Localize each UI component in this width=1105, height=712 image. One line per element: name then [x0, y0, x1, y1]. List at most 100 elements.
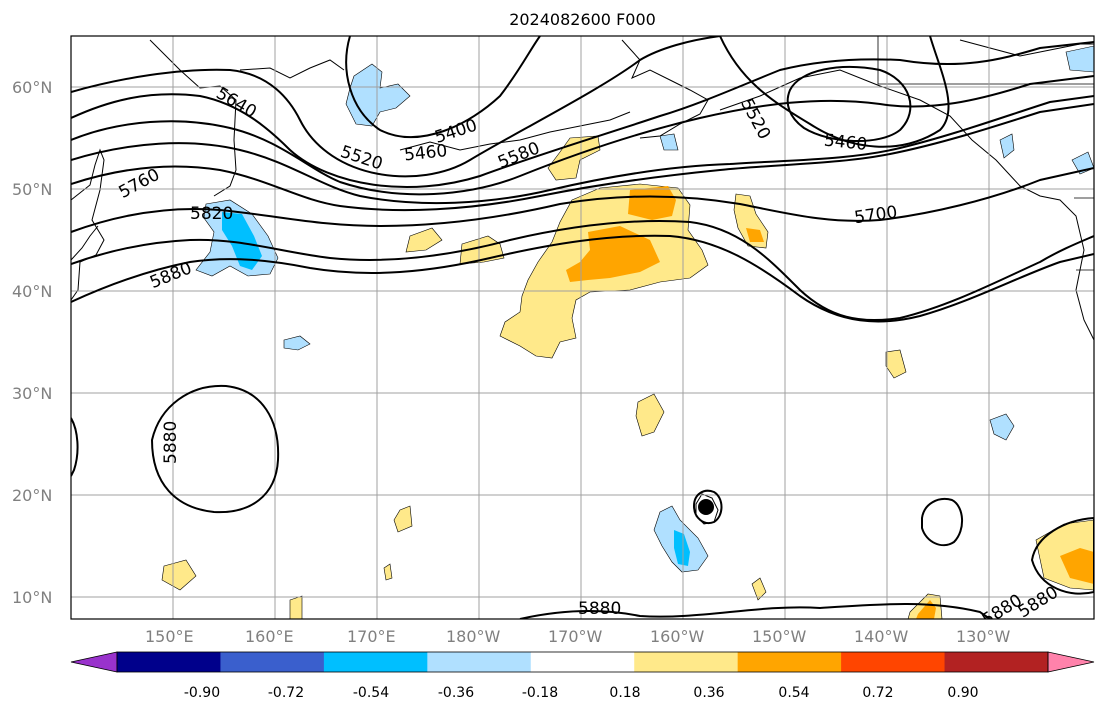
- shade-region-small-a: [283, 335, 311, 351]
- colorbar-label-n054: -0.54: [353, 685, 389, 701]
- colorbar-label-p054: 0.54: [778, 685, 809, 701]
- coastline-kamchatka: [149, 39, 237, 197]
- shade-region-tropic-e-core: [1060, 548, 1094, 584]
- colorbar-label-p072: 0.72: [862, 685, 893, 701]
- contour-5820: [71, 167, 1094, 233]
- lon-tick-160e: 160°E: [245, 627, 294, 646]
- colorbar-label-n090: -0.90: [184, 685, 220, 701]
- shade-region-tropic-c: [751, 577, 767, 601]
- colorbar-segment: [634, 652, 739, 672]
- contour-east-ring: [921, 498, 963, 547]
- lon-tick-150e: 150°E: [145, 627, 194, 646]
- shade-region-tropic-d: [383, 563, 393, 581]
- coastline-alaska-west: [621, 39, 709, 139]
- coastline-asia-east: [71, 148, 105, 301]
- colorbar-label-p090: 0.90: [947, 685, 978, 701]
- shade-region-bering: [345, 63, 411, 127]
- shade-region-mid-a: [635, 393, 665, 437]
- contour-5700-south: [71, 95, 1094, 205]
- lon-tick-130w: 130°W: [956, 627, 1011, 646]
- colorbar: -0.90 -0.72 -0.54 -0.36 -0.18 0.18 0.36 …: [70, 651, 1095, 701]
- border-canada-us: [877, 36, 1094, 85]
- colorbar-label-n036: -0.36: [438, 685, 474, 701]
- contour-5880-lower: [71, 234, 1094, 323]
- negative-anomaly-shading: [195, 45, 1094, 573]
- gridlines: [71, 36, 1094, 619]
- shade-region-gulf-core: [746, 228, 764, 242]
- contour-label-5460-east: 5460: [823, 131, 868, 155]
- map-title: 2024082600 F000: [509, 10, 656, 29]
- colorbar-label-p018: 0.18: [609, 685, 640, 701]
- longitude-axis: 150°E 160°E 170°E 180°W 170°W 160°W 150°…: [145, 627, 1011, 646]
- colorbar-label-p036: 0.36: [693, 685, 724, 701]
- coastline-chukotka: [239, 59, 345, 79]
- colorbar-segment: [944, 652, 1049, 672]
- colorbar-segment: [220, 652, 325, 672]
- colorbar-segment: [737, 652, 842, 672]
- lat-tick-40n: 40°N: [12, 282, 52, 301]
- colorbar-label-n072: -0.72: [268, 685, 304, 701]
- colorbar-segment: [530, 652, 635, 672]
- colorbar-label-n018: -0.18: [522, 685, 558, 701]
- colorbar-segment: [117, 652, 221, 672]
- coastline-japan: [71, 225, 99, 261]
- colorbar-frame: [116, 651, 1049, 673]
- lat-tick-50n: 50°N: [12, 180, 52, 199]
- colorbar-segment: [841, 652, 946, 672]
- contour-label-5820: 5820: [190, 204, 233, 224]
- shade-region-tropic-a: [393, 505, 413, 533]
- contour-label-5880-cyclone: 5880: [161, 421, 181, 464]
- shade-region-orange-north: [628, 186, 676, 220]
- shade-region-alaska: [1065, 45, 1094, 73]
- contour-southeast-ring: [1030, 516, 1094, 595]
- shade-region-tropic-b: [161, 559, 197, 591]
- height-contours: [71, 36, 1094, 619]
- lon-tick-180w: 180°W: [446, 627, 501, 646]
- contour-5880-upper: [71, 220, 1094, 322]
- shade-region-aleutian-small: [659, 133, 679, 151]
- contour-5580: [71, 75, 1094, 196]
- lon-tick-150w: 150°W: [752, 627, 807, 646]
- shade-region-dateline-a: [405, 227, 443, 253]
- shade-region-hawaii-core: [674, 530, 690, 566]
- contour-5700-north: [71, 41, 1094, 189]
- colorbar-segments: [70, 651, 1095, 673]
- colorbar-labels: -0.90 -0.72 -0.54 -0.36 -0.18 0.18 0.36 …: [184, 685, 979, 701]
- aleutian-chain: [399, 111, 631, 151]
- shade-region-bc: [999, 133, 1015, 159]
- lon-tick-170e: 170°E: [347, 627, 396, 646]
- contour-5460-east: [719, 36, 950, 148]
- contour-5880-west-edge: [71, 417, 79, 477]
- contour-label-5880-south: 5880: [578, 599, 621, 619]
- shade-region-mid-b: [885, 349, 907, 379]
- lon-tick-160w: 160°W: [650, 627, 705, 646]
- shade-region-small-north: [547, 135, 601, 181]
- coastline-alaska-south: [719, 69, 1094, 341]
- border-us-canada-west: [1074, 197, 1094, 271]
- contour-5880-south: [519, 603, 991, 619]
- shade-region-kamchatka-core: [222, 212, 262, 270]
- contour-label-5460: 5460: [403, 141, 448, 165]
- colorbar-segment: [427, 652, 532, 672]
- contour-5760: [71, 103, 1094, 212]
- latitude-axis: 60°N 50°N 40°N 30°N 20°N 10°N: [12, 78, 52, 607]
- hawaii-island-dot: [698, 499, 714, 515]
- colorbar-segment: [323, 652, 428, 672]
- lon-tick-140w: 140°W: [854, 627, 909, 646]
- contour-5400: [345, 36, 541, 139]
- map-frame: [70, 35, 1095, 620]
- contour-5460-closed: [786, 65, 912, 143]
- positive-anomaly-shading: [161, 135, 1094, 619]
- lat-tick-10n: 10°N: [12, 588, 52, 607]
- lat-tick-60n: 60°N: [12, 78, 52, 97]
- contour-hawaii-ring: [692, 489, 723, 524]
- shade-region-south-edge-b: [289, 595, 303, 619]
- lat-tick-20n: 20°N: [12, 486, 52, 505]
- colorbar-extend-high: [1047, 651, 1095, 673]
- plot-background: [71, 36, 1094, 619]
- contour-5640: [71, 36, 721, 178]
- lon-tick-170w: 170°W: [548, 627, 603, 646]
- colorbar-extend-low: [70, 651, 118, 673]
- contour-5880-cyclone: [150, 384, 280, 514]
